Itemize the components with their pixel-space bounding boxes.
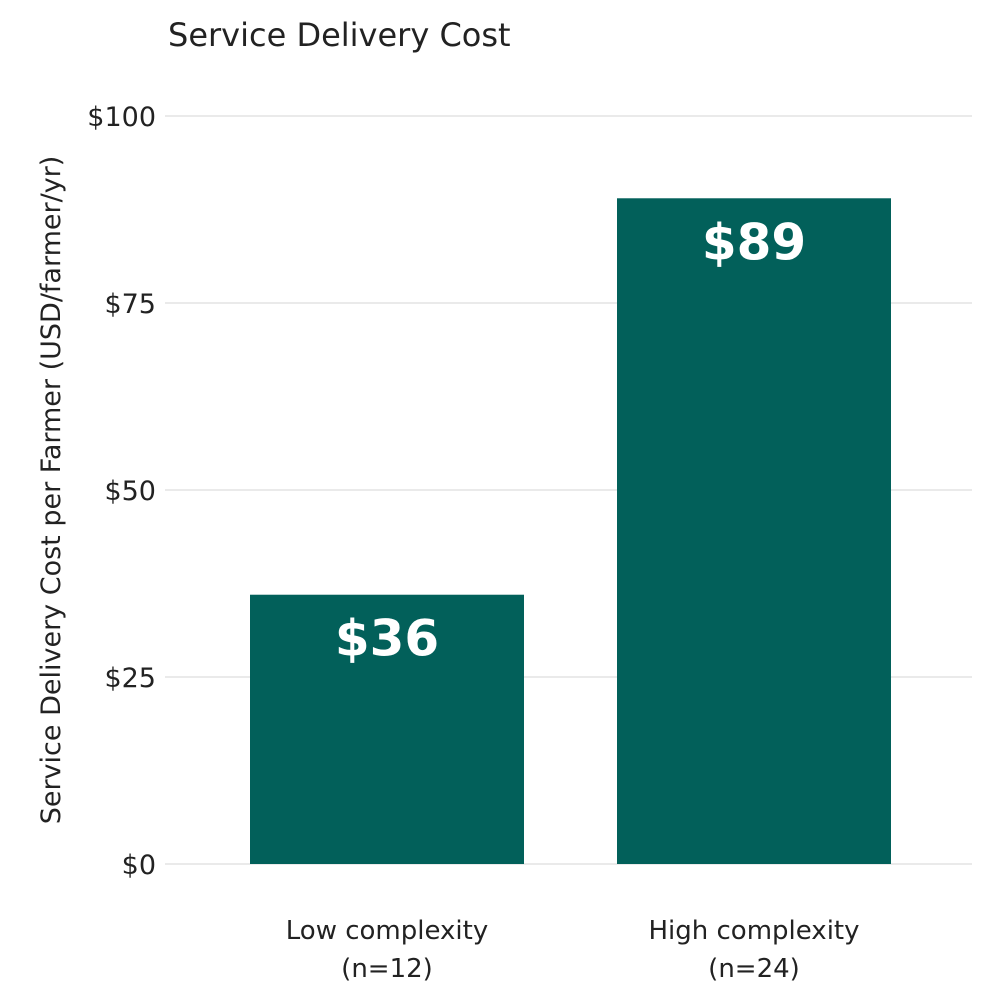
bar	[617, 198, 891, 864]
y-tick-label: $75	[104, 289, 156, 320]
x-tick-sublabel: (n=24)	[708, 954, 800, 984]
y-tick-label: $100	[87, 102, 156, 133]
x-tick-sublabel: (n=12)	[341, 954, 433, 984]
bar	[250, 594, 524, 864]
y-tick-label: $50	[104, 476, 156, 507]
data-label: $36	[335, 610, 439, 668]
x-tick-label: Low complexity	[286, 916, 488, 946]
y-tick-label: $0	[122, 850, 156, 881]
data-label: $89	[702, 213, 806, 271]
y-axis-label: Service Delivery Cost per Farmer (USD/fa…	[36, 156, 67, 825]
x-tick-label: High complexity	[648, 916, 859, 946]
chart-title: Service Delivery Cost	[168, 16, 511, 54]
y-tick-label: $25	[104, 663, 156, 694]
